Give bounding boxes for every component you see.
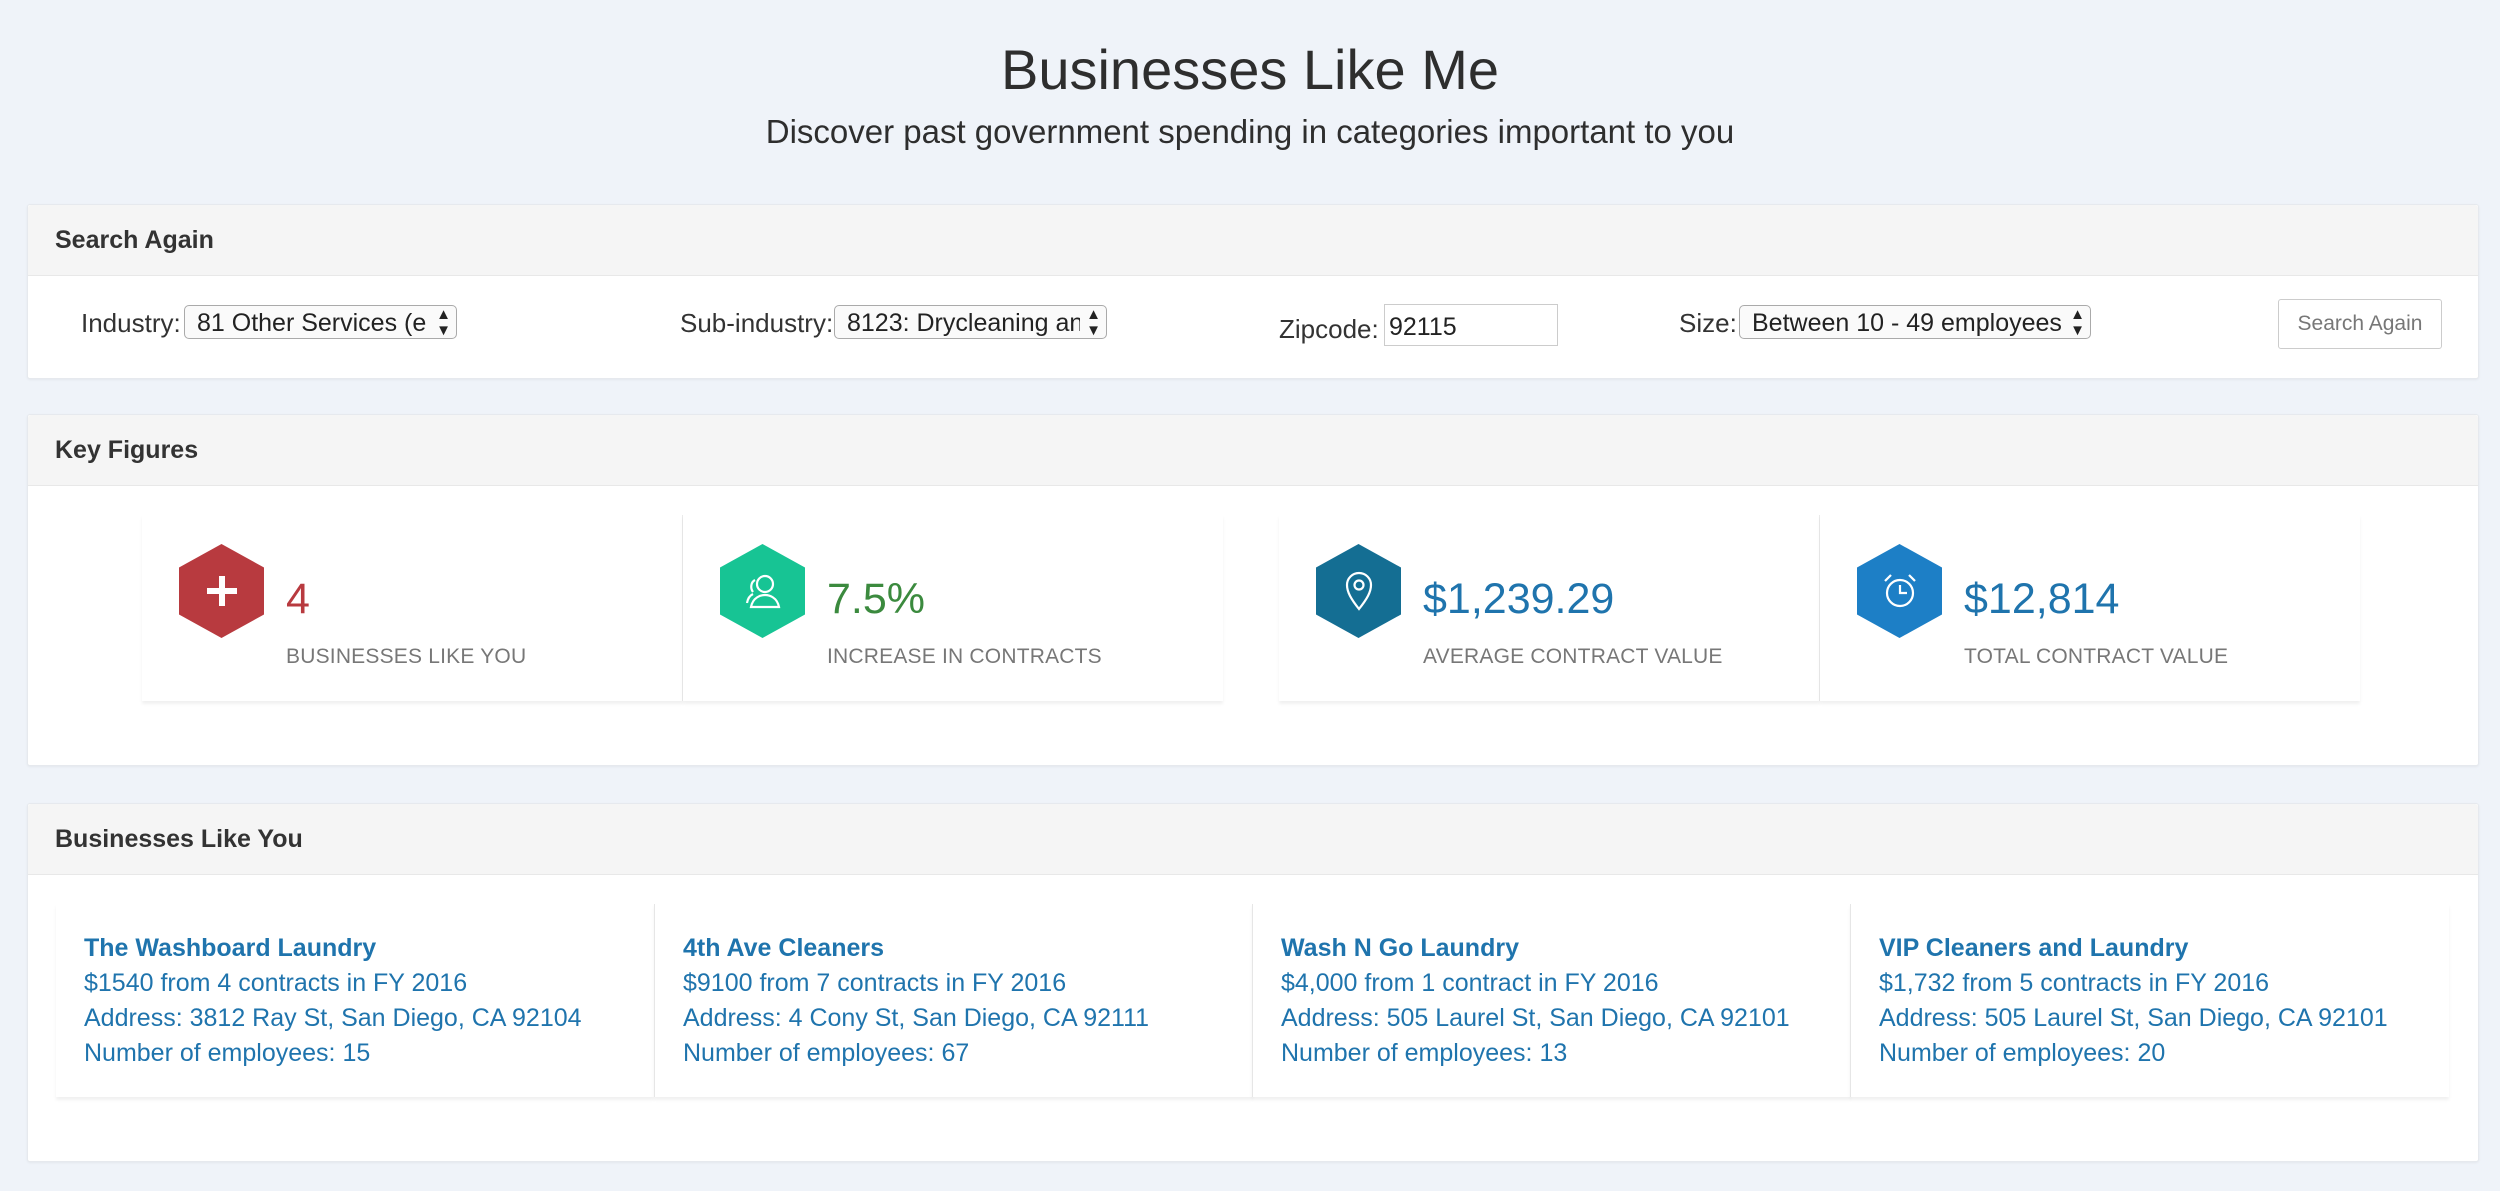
stat-label: AVERAGE CONTRACT VALUE [1423,645,1723,668]
stat-card-increase: 7.5% INCREASE IN CONTRACTS [683,515,1223,701]
business-name-link[interactable]: The Washboard Laundry [84,934,377,962]
industry-label: Industry: [81,308,181,338]
search-panel: Search Again Industry: 81 Other Services… [27,204,2479,379]
stat-value: 7.5% [827,575,926,623]
plus-icon [179,544,264,638]
search-again-button[interactable]: Search Again [2278,299,2442,349]
alarm-clock-icon [1857,544,1942,638]
business-contracts: $1540 from 4 contracts in FY 2016 [84,969,468,997]
business-card: Wash N Go Laundry $4,000 from 1 contract… [1252,904,1851,1097]
select-arrows-icon: ▲ ▼ [436,306,451,339]
stat-value: $1,239.29 [1423,575,1615,623]
stat-card-total: $12,814 TOTAL CONTRACT VALUE [1820,515,2360,701]
business-contracts: $4,000 from 1 contract in FY 2016 [1281,969,1659,997]
stat-card-businesses: 4 BUSINESSES LIKE YOU [142,515,683,701]
business-address: Address: 3812 Ray St, San Diego, CA 9210… [84,1004,582,1032]
select-arrows-icon: ▲ ▼ [2070,306,2085,339]
key-figures-panel: Key Figures 4 BUSINESSES LIKE YOU 7.5% I… [27,414,2479,766]
size-select[interactable]: Between 10 - 49 employees ▲ ▼ [1739,305,2091,339]
business-card: 4th Ave Cleaners $9100 from 7 contracts … [654,904,1253,1097]
stat-card-average: $1,239.29 AVERAGE CONTRACT VALUE [1279,515,1820,701]
subindustry-label: Sub-industry: [680,308,834,338]
zipcode-label: Zipcode: [1279,314,1379,344]
size-label: Size: [1679,308,1737,338]
page-title: Businesses Like Me [1000,38,1499,101]
business-employees: Number of employees: 67 [683,1039,970,1067]
businesses-panel: Businesses Like You The Washboard Laundr… [27,803,2479,1162]
business-address: Address: 505 Laurel St, San Diego, CA 92… [1281,1004,1790,1032]
key-figures-heading: Key Figures [28,415,2478,486]
business-name-link[interactable]: Wash N Go Laundry [1281,934,1519,962]
stat-value: $12,814 [1964,575,2120,623]
industry-select-value: 81 Other Services (e [197,309,427,337]
business-employees: Number of employees: 15 [84,1039,371,1067]
search-panel-heading: Search Again [28,205,2478,276]
business-employees: Number of employees: 20 [1879,1039,2166,1067]
subindustry-select-value: 8123: Drycleaning an [847,309,1080,337]
business-address: Address: 505 Laurel St, San Diego, CA 92… [1879,1004,2388,1032]
stat-label: BUSINESSES LIKE YOU [286,645,527,668]
stat-value: 4 [286,575,310,623]
business-name-link[interactable]: VIP Cleaners and Laundry [1879,934,2189,962]
business-contracts: $9100 from 7 contracts in FY 2016 [683,969,1067,997]
industry-select[interactable]: 81 Other Services (e ▲ ▼ [184,305,457,339]
users-icon [720,544,805,638]
business-contracts: $1,732 from 5 contracts in FY 2016 [1879,969,2270,997]
business-card: VIP Cleaners and Laundry $1,732 from 5 c… [1850,904,2449,1097]
size-select-value: Between 10 - 49 employees [1752,309,2062,337]
map-pin-icon [1316,544,1401,638]
businesses-heading: Businesses Like You [28,804,2478,875]
subindustry-select[interactable]: 8123: Drycleaning an ▲ ▼ [834,305,1107,339]
select-arrows-icon: ▲ ▼ [1086,306,1101,339]
business-address: Address: 4 Cony St, San Diego, CA 92111 [683,1004,1150,1032]
business-employees: Number of employees: 13 [1281,1039,1568,1067]
zipcode-input[interactable] [1384,304,1558,346]
business-card: The Washboard Laundry $1540 from 4 contr… [56,904,654,1097]
page-subtitle: Discover past government spending in cat… [765,113,1735,150]
stat-label: TOTAL CONTRACT VALUE [1964,645,2229,668]
stat-label: INCREASE IN CONTRACTS [827,645,1102,668]
business-name-link[interactable]: 4th Ave Cleaners [683,934,885,962]
